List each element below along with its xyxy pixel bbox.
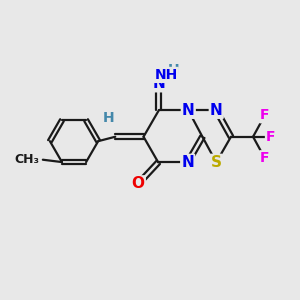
Text: F: F [260,108,270,122]
Text: F: F [266,130,275,144]
Text: S: S [211,155,222,170]
Text: NH: NH [154,68,178,82]
Text: H: H [168,64,179,77]
Text: F: F [260,151,270,165]
Text: H: H [103,111,115,124]
Text: N: N [210,103,223,118]
Text: N: N [181,155,194,170]
Text: N: N [182,103,195,118]
Text: O: O [132,176,145,191]
Text: N: N [152,76,165,91]
Text: CH₃: CH₃ [14,153,39,166]
